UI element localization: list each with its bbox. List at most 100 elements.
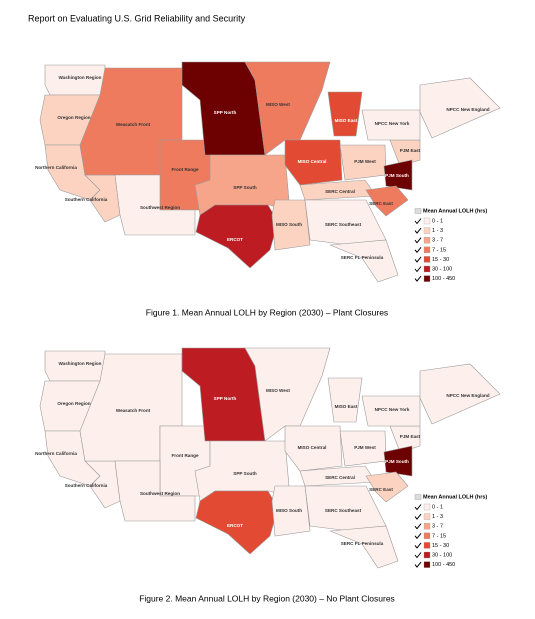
region-shape [419,363,501,425]
legend-icon [414,208,422,214]
region-shape [329,525,399,569]
region-label: Northern California [35,451,77,456]
region-shape [365,471,409,503]
region-shape [114,174,196,236]
region-label: SERC East [369,201,393,206]
legend-check [414,266,422,273]
region-shape [329,239,399,283]
legend-entry: 1 - 3 [432,514,443,520]
region-label: SERC FL Peninsula [341,255,384,260]
legend-check [414,532,422,540]
region-label: Front Range [171,453,198,458]
legend-swatch [423,275,431,282]
region-label: SERC Southeast [325,508,362,513]
region-shape [284,139,343,186]
region-shape [365,185,409,217]
legend-entry: 30 - 100 [432,266,452,272]
region-label: NPCC New York [375,407,410,412]
legend-entry: 100 - 450 [432,562,455,568]
legend-title: Mean Annual LOLH (hrs) [423,208,487,214]
region-shape [327,91,363,137]
region-label: Front Range [171,167,198,172]
legend-check [414,513,422,520]
region-label: Southwest Region [140,205,180,210]
figure-caption: Figure 1. Mean Annual LOLH by Region (20… [146,307,388,317]
legend-entry: 3 - 7 [432,238,443,244]
region-shape [114,460,196,522]
region-label: MISO West [266,388,290,393]
region-label: Washington Region [59,361,102,366]
legend-entry: 30 - 100 [432,552,452,558]
region-label: Southern California [65,197,108,202]
legend-check [414,552,422,559]
region-label: Oregon Region [57,401,90,406]
region-label: Southern California [65,483,108,488]
legend-check [414,523,422,530]
region-label: SPP North [214,396,237,401]
legend-check [414,218,422,225]
legend-entry: 1 - 3 [432,228,443,234]
region-shape [383,159,413,191]
region-label: SERC Central [325,475,355,480]
report-title: Report on Evaluating U.S. Grid Reliabili… [28,13,246,23]
region-label: SERC FL Peninsula [341,541,384,546]
legend-check [414,561,422,568]
region-label: NPCC New England [446,393,489,398]
region-label: PJM East [400,434,421,439]
region-shape [271,485,311,537]
legend-swatch [423,551,431,559]
legend-check [414,246,422,254]
legend-check [414,504,422,511]
legend-entry: 7 - 15 [432,533,446,539]
legend-swatch [423,523,431,530]
region-shape [361,109,421,141]
figure-caption: Figure 2. Mean Annual LOLH by Region (20… [139,593,395,603]
legend-check [414,275,422,282]
legend-entry: 0 - 1 [432,504,443,510]
region-label: MISO West [266,102,290,107]
region-label: PJM South [385,173,409,178]
legend-swatch [423,256,431,263]
legend-swatch [423,513,431,520]
region-label: SPP South [233,471,257,476]
region-label: SERC East [369,487,393,492]
region-label: NPCC New England [446,107,489,112]
region-label: Weasatch Front [116,408,151,413]
figure: Washington Region Oregon Region Northern C… [35,347,501,603]
region-shape [361,395,421,427]
region-label: PJM West [354,159,376,164]
legend-swatch [423,227,431,234]
region-label: MISO South [276,508,302,513]
region-label: Weasatch Front [116,122,151,127]
legend-swatch [423,542,431,549]
legend-icon [414,494,422,500]
region-label: PJM West [354,445,376,450]
legend-entry: 100 - 450 [432,276,455,282]
region-label: PJM East [400,148,421,153]
legend-check [414,237,422,244]
legend-swatch [423,265,431,273]
region-label: MISO Central [298,445,327,450]
legend-swatch [423,217,431,225]
region-label: SERC Central [325,189,355,194]
legend-check [414,256,422,263]
legend-title: Mean Annual LOLH (hrs) [423,494,487,500]
region-label: MISO East [335,404,358,409]
legend-swatch [423,561,431,568]
region-shape [271,199,311,251]
region-label: MISO Central [298,159,327,164]
region-label: MISO South [276,222,302,227]
region-label: MISO East [335,118,358,123]
figure: Washington Region Oregon Region Northern C… [35,61,501,317]
region-label: Washington Region [59,75,102,80]
legend-entry: 15 - 30 [432,543,449,549]
region-shape [327,377,363,423]
legend-entry: 3 - 7 [432,524,443,530]
region-label: Southwest Region [140,491,180,496]
legend-entry: 7 - 15 [432,247,446,253]
region-shape [195,204,279,269]
region-label: SERC Southeast [325,222,362,227]
legend-swatch [423,532,431,539]
legend-check [414,542,422,549]
